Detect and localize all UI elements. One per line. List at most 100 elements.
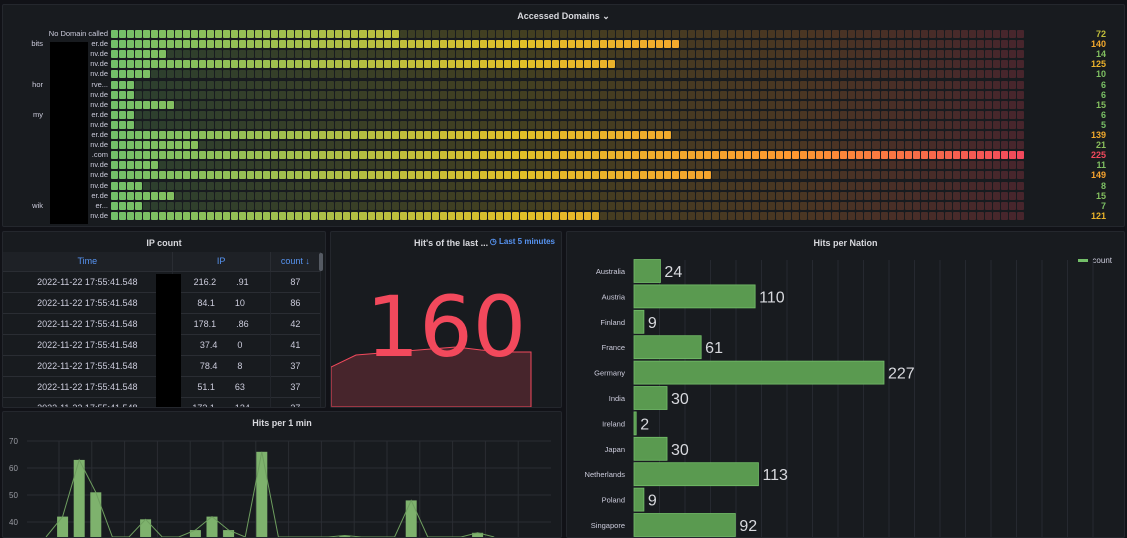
gauge-cell: [415, 60, 423, 69]
gauge-cell: [359, 80, 367, 89]
gauge-cell: [111, 151, 119, 160]
gauge-cell: [295, 211, 303, 220]
gauge-cell: [960, 70, 968, 79]
gauge-cell: [1000, 171, 1008, 180]
gauge-cell: [704, 50, 712, 59]
gauge-cell: [728, 161, 736, 170]
gauge-cell: [327, 50, 335, 59]
gauge-cell: [335, 40, 343, 49]
gauge-cell: [391, 30, 399, 38]
gauge-cell: [559, 191, 567, 200]
gauge-cell: [832, 161, 840, 170]
gauge-cell: [672, 141, 680, 150]
col-time[interactable]: Time: [3, 252, 173, 271]
gauge-cell: [487, 90, 495, 99]
col-ip[interactable]: IP: [172, 252, 271, 271]
gauge-cell: [335, 110, 343, 119]
scrollbar[interactable]: [319, 253, 323, 271]
gauge-cell: [455, 191, 463, 200]
gauge-cell: [463, 110, 471, 119]
gauge-cell: [615, 181, 623, 190]
gauge-cell: [135, 90, 143, 99]
panel-title[interactable]: Accessed Domains ⌄: [517, 11, 610, 21]
gauge-cell: [824, 211, 832, 220]
domain-count: 6: [1100, 109, 1106, 120]
gauge-cell: [920, 161, 928, 170]
table-row[interactable]: 2022-11-22 17:55:41.548 178.1 .86 42: [3, 312, 322, 334]
table-row[interactable]: 2022-11-22 17:55:41.548 37.4 0 41: [3, 333, 322, 355]
gauge-cell: [928, 131, 936, 139]
gauge-cell: [575, 201, 583, 210]
gauge-cell: [183, 60, 191, 69]
sparkline: [331, 346, 532, 407]
gauge-cell: [303, 211, 311, 220]
gauge-cell: [295, 80, 303, 89]
gauge-cell: [383, 100, 391, 109]
gauge-cell: [760, 80, 768, 89]
gauge-cell: [519, 181, 527, 190]
table-row[interactable]: 2022-11-22 17:55:41.548 84.1 10 86: [3, 291, 322, 313]
gauge-cell: [944, 60, 952, 69]
gauge-cell: [399, 201, 407, 210]
gauge-cell: [880, 141, 888, 150]
gauge-cell: [327, 110, 335, 119]
gauge-cell: [800, 90, 808, 99]
gauge-cell: [784, 181, 792, 190]
domain-count: 225: [1090, 150, 1106, 161]
gauge-cell: [936, 131, 944, 139]
gauge-cell: [199, 211, 207, 220]
gauge-cell: [583, 151, 591, 160]
gauge-cell: [976, 110, 984, 119]
gauge-cell: [495, 171, 503, 180]
gauge-cell: [271, 60, 279, 69]
gauge-cell: [271, 80, 279, 89]
gauge-cell: [824, 151, 832, 160]
gauge-cell: [335, 131, 343, 139]
gauge-cell: [680, 100, 688, 109]
gauge-cell: [752, 181, 760, 190]
gauge-cell: [864, 181, 872, 190]
gauge-cell: [327, 201, 335, 210]
gauge-cell: [904, 211, 912, 220]
col-count[interactable]: count ↓: [270, 252, 322, 271]
domain-label: rve... hor: [32, 79, 108, 90]
gauge-cell: [255, 161, 263, 170]
gauge-cell: [127, 171, 135, 180]
legend[interactable]: count: [1078, 256, 1112, 265]
gauge-cell: [127, 40, 135, 49]
table-row[interactable]: 2022-11-22 17:55:41.548 51.1 63 37: [3, 375, 322, 397]
gauge-cell: [287, 100, 295, 109]
table-row[interactable]: 2022-11-22 17:55:41.548 78.4 8 37: [3, 354, 322, 376]
gauge-cell: [968, 60, 976, 69]
panel-title: Hits per Nation: [813, 238, 878, 248]
gauge-cell: [912, 110, 920, 119]
gauge-cell: [688, 171, 696, 180]
gauge-cell: [632, 171, 640, 180]
gauge-cell: [936, 40, 944, 49]
gauge-cell: [960, 100, 968, 109]
gauge-cell: [503, 201, 511, 210]
gauge-cell: [960, 40, 968, 49]
time-range[interactable]: ◷ Last 5 minutes: [489, 237, 555, 246]
gauge-cell: [207, 60, 215, 69]
gauge-cell: [431, 181, 439, 190]
gauge-cell: [848, 171, 856, 180]
gauge-cell: [984, 110, 992, 119]
gauge-cell: [728, 151, 736, 160]
gauge-cell: [527, 201, 535, 210]
gauge-cell: [920, 151, 928, 160]
domain-label-suffix: nv.de: [90, 140, 108, 150]
gauge-cell: [680, 30, 688, 38]
table-row[interactable]: 2022-11-22 17:55:41.548 172.1 134 37: [3, 396, 322, 407]
gauge-cell: [223, 171, 231, 180]
gauge-cell: [319, 120, 327, 129]
gauge-cell: [816, 50, 824, 59]
gauge-cell: [1000, 70, 1008, 79]
gauge-cell: [696, 80, 704, 89]
gauge-cell: [223, 191, 231, 200]
gauge-cell: [992, 110, 1000, 119]
gauge-cell: [640, 90, 648, 99]
gauge-cell: [599, 171, 607, 180]
domain-label-suffix: rve...: [91, 79, 108, 89]
gauge-cell: [792, 131, 800, 139]
